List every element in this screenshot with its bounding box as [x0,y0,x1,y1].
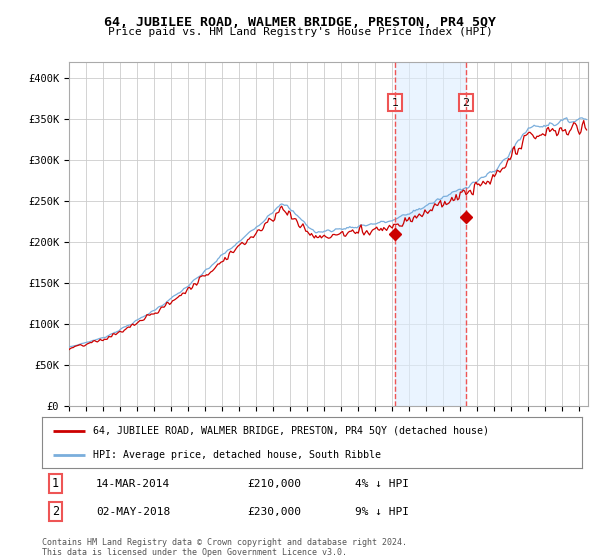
Text: £210,000: £210,000 [247,479,301,489]
Text: 64, JUBILEE ROAD, WALMER BRIDGE, PRESTON, PR4 5QY (detached house): 64, JUBILEE ROAD, WALMER BRIDGE, PRESTON… [94,426,490,436]
Text: HPI: Average price, detached house, South Ribble: HPI: Average price, detached house, Sout… [94,450,382,460]
Text: 2: 2 [52,505,59,519]
Text: 4% ↓ HPI: 4% ↓ HPI [355,479,409,489]
Text: 1: 1 [392,97,399,108]
Text: 1: 1 [52,477,59,490]
Text: Contains HM Land Registry data © Crown copyright and database right 2024.
This d: Contains HM Land Registry data © Crown c… [42,538,407,557]
Text: Price paid vs. HM Land Registry's House Price Index (HPI): Price paid vs. HM Land Registry's House … [107,27,493,37]
Text: 14-MAR-2014: 14-MAR-2014 [96,479,170,489]
Text: 2: 2 [463,97,470,108]
Text: 64, JUBILEE ROAD, WALMER BRIDGE, PRESTON, PR4 5QY: 64, JUBILEE ROAD, WALMER BRIDGE, PRESTON… [104,16,496,29]
Text: 9% ↓ HPI: 9% ↓ HPI [355,507,409,517]
Text: £230,000: £230,000 [247,507,301,517]
Bar [395,62,466,406]
Text: 02-MAY-2018: 02-MAY-2018 [96,507,170,517]
